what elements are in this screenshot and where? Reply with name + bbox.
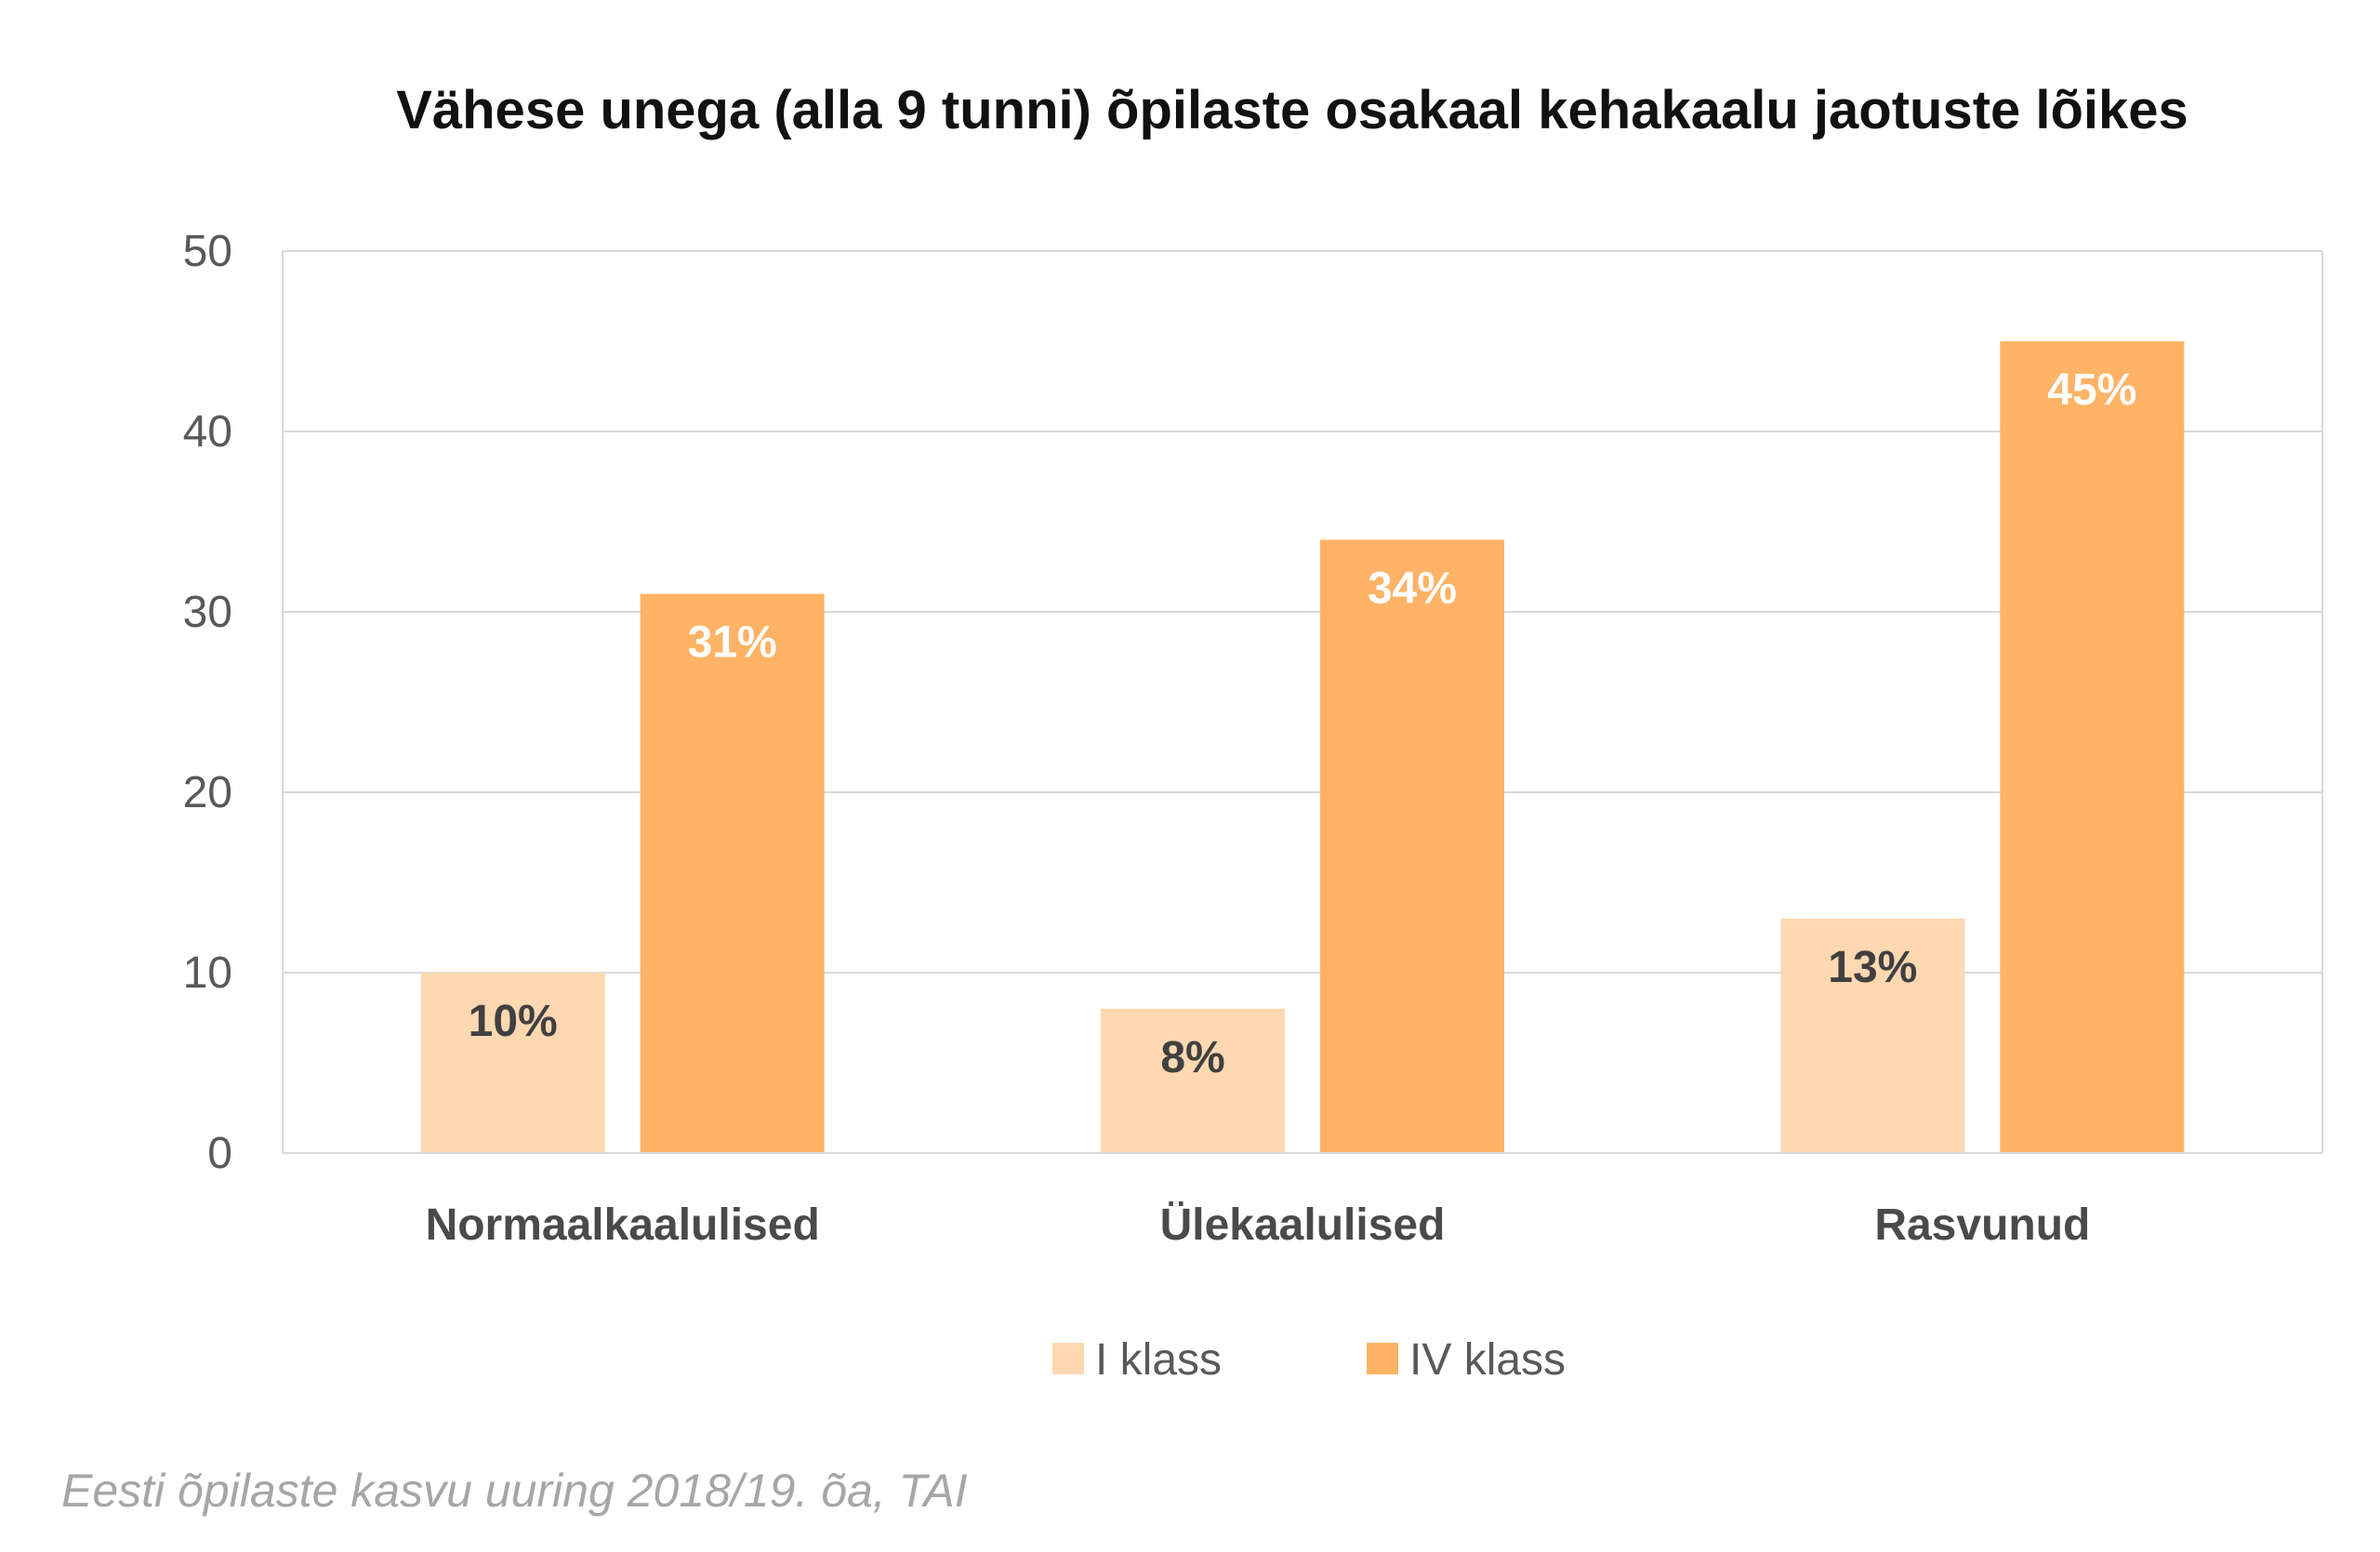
bar <box>640 593 825 1153</box>
y-tick-label: 20 <box>183 768 232 817</box>
data-label: 10% <box>469 997 558 1046</box>
legend-label: IV klass <box>1409 1335 1566 1385</box>
x-tick-label: Normaalkaalulised <box>426 1200 820 1250</box>
source-note: Eesti õpilaste kasvu uuring 2018/19. õa,… <box>61 1465 968 1517</box>
bars <box>283 341 2322 1154</box>
y-tick-label: 10 <box>183 948 232 998</box>
bar <box>1101 1008 1285 1153</box>
y-tick-label: 0 <box>207 1129 232 1178</box>
chart-title: Vähese unega (alla 9 tunni) õpilaste osa… <box>396 80 2188 140</box>
bar <box>420 973 605 1153</box>
x-axis-ticks: Normaalkaalulised Ülekaalulised Rasvunud <box>426 1200 2091 1250</box>
bar <box>2000 341 2185 1153</box>
bar <box>1780 918 1965 1153</box>
y-tick-label: 30 <box>183 588 232 637</box>
x-tick-label: Ülekaalulised <box>1160 1200 1446 1250</box>
legend-label: I klass <box>1095 1335 1222 1385</box>
y-tick-label: 40 <box>183 407 232 457</box>
y-tick-label: 50 <box>183 227 232 276</box>
data-label: 31% <box>688 618 777 668</box>
data-labels: 10% 31% 8% 34% 13% 45% <box>469 365 2137 1082</box>
data-label: 34% <box>1368 564 1457 613</box>
legend: I klass IV klass <box>1052 1335 1566 1385</box>
bar <box>1320 539 1504 1153</box>
data-label: 45% <box>2047 365 2136 415</box>
legend-swatch <box>1052 1343 1084 1374</box>
legend-swatch <box>1367 1343 1398 1374</box>
x-tick-label: Rasvunud <box>1874 1200 2090 1250</box>
data-label: 13% <box>1828 943 1917 992</box>
data-label: 8% <box>1160 1033 1224 1082</box>
y-axis-ticks: 0 10 20 30 40 50 <box>183 227 232 1178</box>
